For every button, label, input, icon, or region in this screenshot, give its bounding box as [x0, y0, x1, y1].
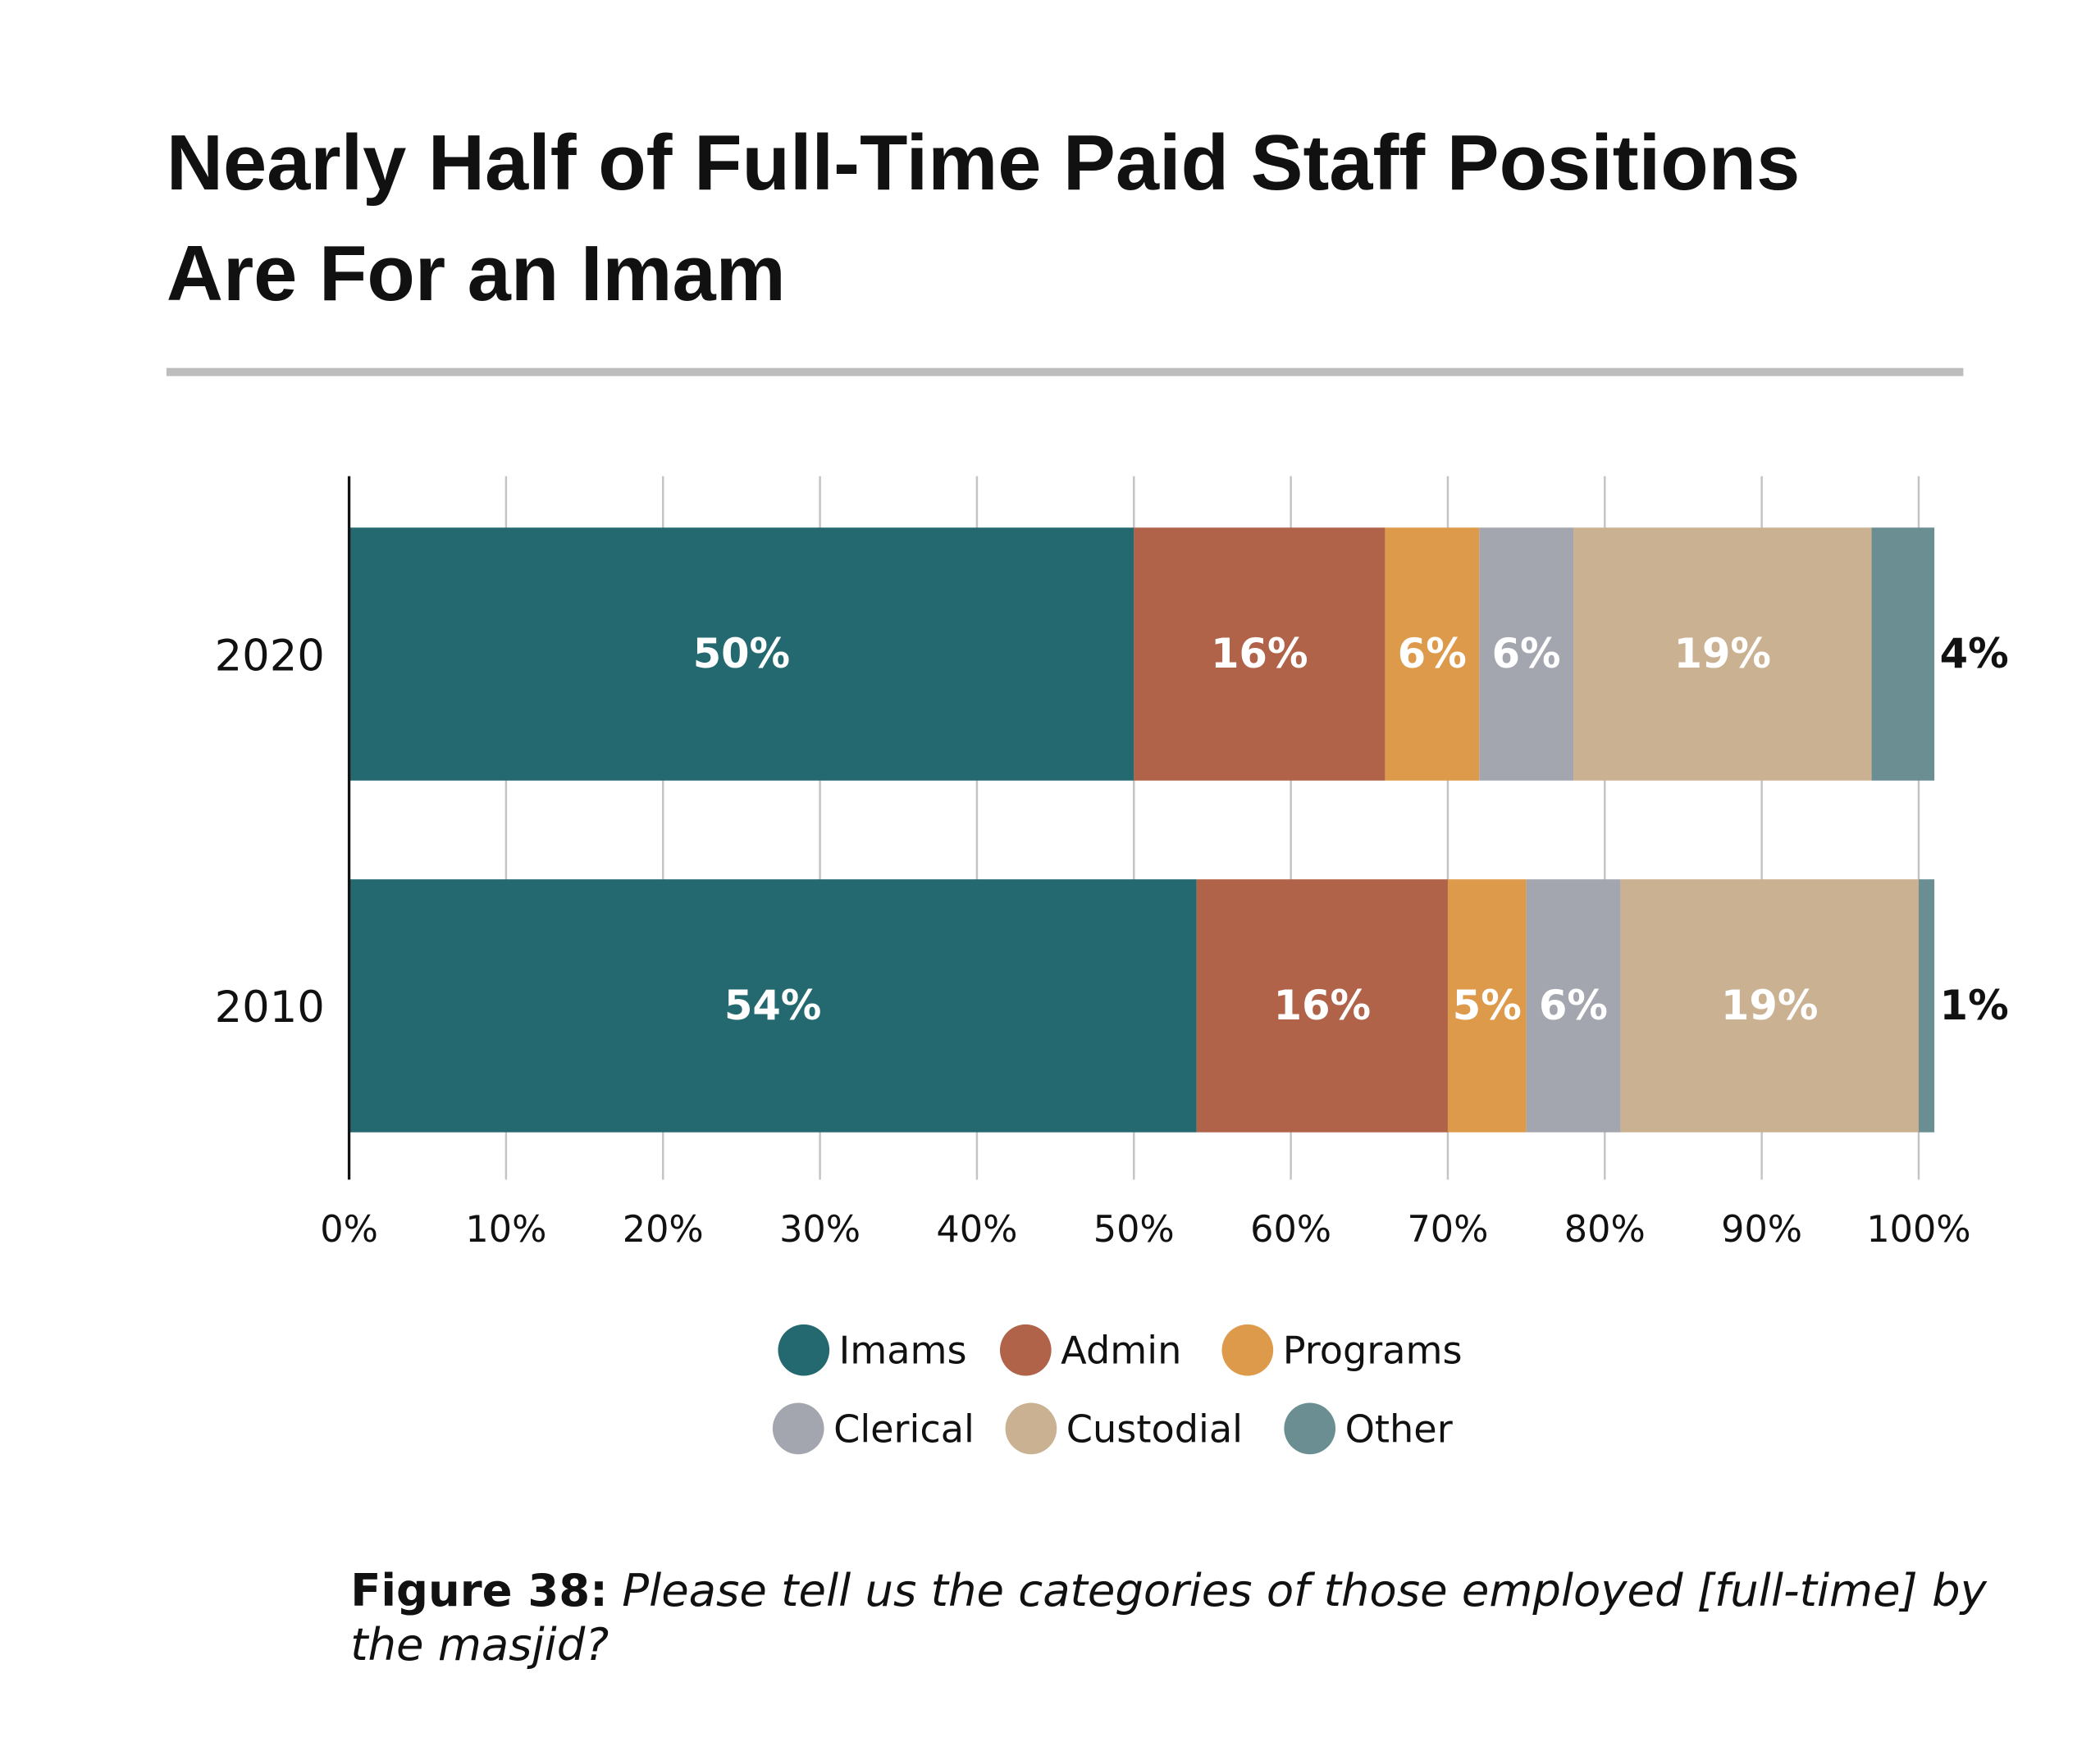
- title-divider: [166, 367, 1964, 376]
- legend-swatch: [778, 1324, 830, 1376]
- data-label: 50%: [693, 630, 790, 677]
- chart-title-line-1: Nearly Half of Full-Time Paid Staff Posi…: [167, 119, 1800, 207]
- legend-item-imams: Imams: [778, 1324, 967, 1376]
- figure-caption-line-2: the masjid?: [350, 1618, 609, 1671]
- data-label: 16%: [1274, 982, 1371, 1029]
- x-tick-label: 40%: [936, 1208, 1017, 1251]
- x-tick-label: 30%: [779, 1208, 861, 1251]
- data-label: 4%: [1940, 630, 2009, 677]
- data-label: 6%: [1492, 630, 1561, 677]
- bar-segment-admin-2010: [1196, 879, 1448, 1133]
- legend-label: Admin: [1061, 1329, 1181, 1373]
- bar-segment-imams-2020: [349, 527, 1134, 781]
- legend-swatch: [1284, 1402, 1336, 1455]
- x-tick-label: 20%: [623, 1208, 704, 1251]
- x-tick-label: 50%: [1093, 1208, 1175, 1251]
- x-tick-label: 80%: [1564, 1208, 1646, 1251]
- x-tick-label: 90%: [1721, 1208, 1802, 1251]
- x-tick-label: 60%: [1250, 1208, 1331, 1251]
- bar-segment-other-2010: [1918, 879, 1935, 1133]
- bar-segment-admin-2020: [1134, 527, 1386, 781]
- x-tick-label: 10%: [465, 1208, 546, 1251]
- caption-figure-number: Figure 38:: [350, 1564, 608, 1616]
- caption-question: Please tell us the categories of those e…: [622, 1564, 1987, 1616]
- data-label: 5%: [1453, 982, 1522, 1029]
- x-tick-label: 100%: [1866, 1208, 1970, 1251]
- data-label: 6%: [1398, 630, 1467, 677]
- legend-swatch: [1221, 1324, 1274, 1376]
- legend-item-admin: Admin: [999, 1324, 1181, 1376]
- bar-segment-other-2020: [1871, 527, 1935, 781]
- x-tick-label: 0%: [320, 1208, 378, 1251]
- legend-item-programs: Programs: [1221, 1324, 1463, 1376]
- legend-label: Other: [1345, 1407, 1453, 1451]
- bar-segment-clerical-2020: [1479, 527, 1574, 781]
- legend-item-other: Other: [1284, 1402, 1453, 1455]
- bar-segment-programs-2010: [1447, 879, 1527, 1133]
- bar-segment-custodial-2010: [1620, 879, 1919, 1133]
- legend-label: Programs: [1283, 1329, 1463, 1373]
- data-label: 1%: [1940, 982, 2009, 1029]
- data-label: 16%: [1211, 630, 1308, 677]
- bar-segment-clerical-2010: [1526, 879, 1621, 1133]
- bar-segment-custodial-2020: [1573, 527, 1872, 781]
- category-label: 2010: [215, 983, 325, 1033]
- chart-title-line-2: Are For an Imam: [167, 230, 786, 317]
- legend-label: Clerical: [833, 1407, 975, 1451]
- legend-swatch: [772, 1402, 824, 1455]
- legend-label: Imams: [839, 1329, 967, 1373]
- bar-segment-programs-2020: [1385, 527, 1480, 781]
- bar-segment-imams-2010: [349, 879, 1197, 1133]
- data-label: 54%: [724, 982, 821, 1029]
- figure-caption-line-1: Figure 38: Please tell us the categories…: [350, 1564, 1987, 1616]
- data-label: 19%: [1674, 630, 1771, 677]
- data-label: 19%: [1721, 982, 1818, 1029]
- data-label: 6%: [1539, 982, 1608, 1029]
- legend-swatch: [999, 1324, 1052, 1376]
- legend-label: Custodial: [1066, 1407, 1243, 1451]
- x-tick-label: 70%: [1407, 1208, 1488, 1251]
- category-label: 2020: [215, 631, 325, 681]
- legend-item-clerical: Clerical: [772, 1402, 975, 1455]
- legend-item-custodial: Custodial: [1005, 1402, 1243, 1455]
- legend-swatch: [1005, 1402, 1057, 1455]
